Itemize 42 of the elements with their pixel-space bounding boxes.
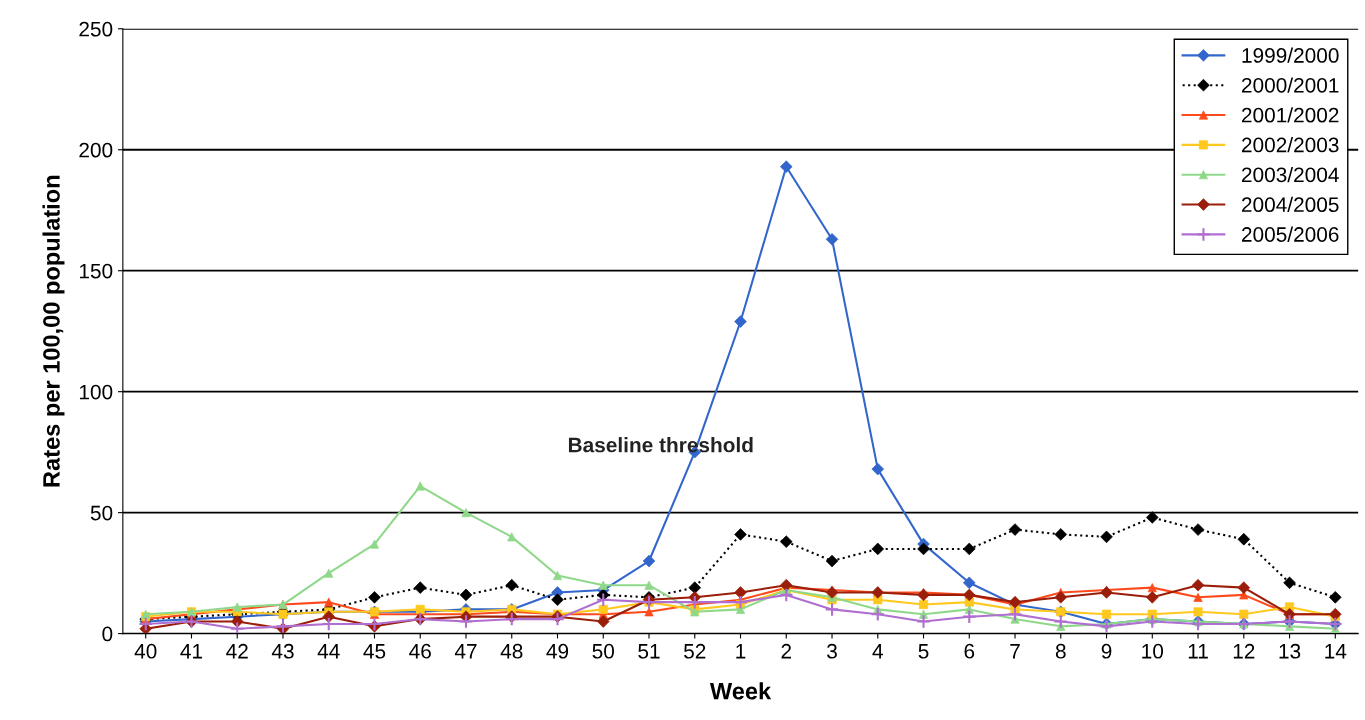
x-tick-label: 44	[317, 644, 340, 659]
x-tick-label: 8	[1055, 643, 1066, 659]
x-tick-label: 48	[500, 643, 523, 659]
x-tick-label: 12	[1233, 643, 1255, 659]
x-tick-label: 3	[827, 643, 837, 659]
y-tick-label: 200	[79, 142, 113, 158]
x-tick-label: 46	[409, 643, 431, 659]
x-tick-label: 9	[1101, 643, 1112, 659]
x-tick-label: 10	[1142, 643, 1164, 659]
x-tick-label: 5	[918, 644, 929, 659]
x-tick-label: 14	[1325, 644, 1347, 659]
x-tick-label: 49	[546, 643, 569, 659]
x-tick-label: 1	[736, 644, 746, 659]
x-tick-label: 7	[1010, 644, 1020, 659]
legend-label: 2002/2003	[1242, 137, 1339, 153]
x-tick-label: 4	[872, 644, 883, 659]
legend-label: 2000/2001	[1242, 77, 1339, 93]
x-tick-label: 2	[781, 643, 792, 659]
y-tick-label: 100	[79, 384, 113, 400]
y-tick-label: 0	[102, 626, 113, 642]
y-tick-label: 250	[79, 21, 113, 37]
y-axis-title: Rates per 100,00 population	[42, 175, 65, 487]
legend-label: 2004/2005	[1242, 196, 1339, 213]
x-tick-label: 11	[1188, 644, 1208, 659]
x-tick-label: 40	[134, 643, 157, 659]
x-axis-title: Week	[709, 682, 772, 700]
x-tick-label: 6	[964, 643, 975, 659]
x-tick-label: 41	[180, 644, 203, 659]
x-tick-label: 52	[684, 643, 706, 659]
legend-label: 2003/2004	[1242, 166, 1339, 183]
y-tick-label: 50	[90, 505, 113, 521]
x-tick-label: 47	[454, 644, 477, 659]
x-tick-label: 42	[226, 643, 248, 659]
legend-label: 1999/2000	[1242, 47, 1339, 63]
legend-label: 2005/2006	[1242, 226, 1339, 242]
x-tick-label: 51	[638, 644, 660, 659]
x-tick-label: 13	[1279, 643, 1301, 659]
legend-label: 2001/2002	[1242, 107, 1339, 123]
x-tick-label: 50	[592, 643, 615, 659]
y-tick-label: 150	[79, 263, 113, 279]
x-tick-label: 45	[363, 644, 386, 659]
x-tick-label: 43	[271, 643, 294, 659]
